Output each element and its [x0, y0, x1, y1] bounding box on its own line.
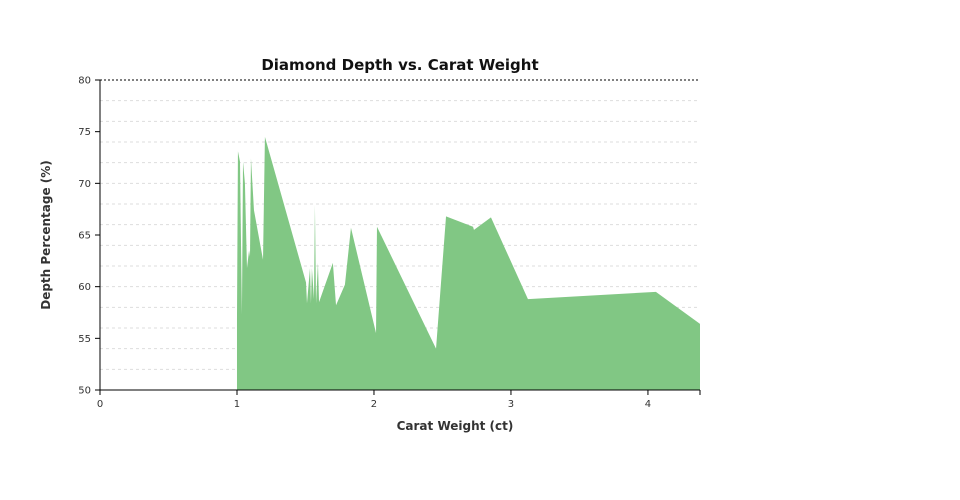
x-axis-label: Carat Weight (ct) [397, 419, 514, 433]
y-tick-label: 50 [78, 386, 91, 397]
y-tick-label: 60 [78, 282, 91, 293]
depth-area [236, 136, 700, 390]
y-tick-label: 65 [78, 231, 91, 242]
y-tick-label: 75 [78, 127, 91, 138]
y-axis-ticks: 50 55 60 65 70 75 80 [78, 76, 100, 397]
y-tick-label: 55 [78, 334, 91, 345]
x-tick-label: 1 [234, 399, 240, 410]
x-axis-ticks: 0 1 2 3 4 [97, 390, 701, 410]
x-tick-label: 4 [645, 399, 651, 410]
y-tick-label: 80 [78, 76, 91, 87]
y-tick-label: 70 [78, 179, 91, 190]
x-tick-label: 0 [97, 399, 103, 410]
y-axis-label: Depth Percentage (%) [39, 160, 53, 310]
x-tick-label: 3 [508, 399, 514, 410]
chart-title: Diamond Depth vs. Carat Weight [261, 56, 538, 74]
x-tick-label: 2 [371, 399, 377, 410]
